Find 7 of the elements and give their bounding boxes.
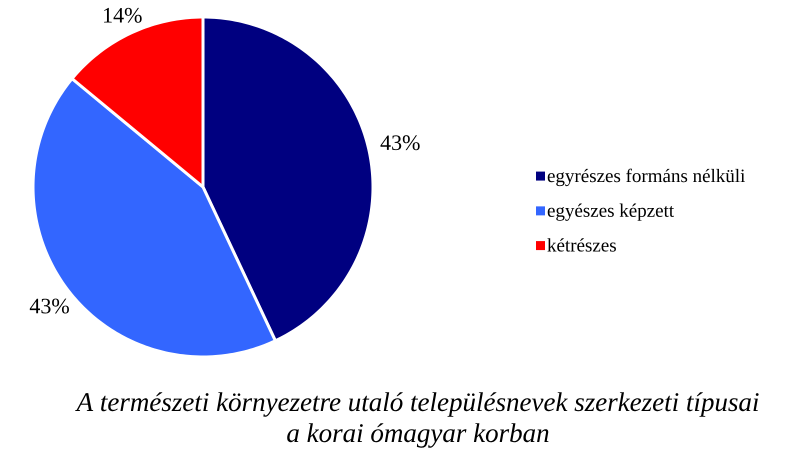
data-label: 43% <box>380 135 420 150</box>
legend-label: kétrészes <box>547 238 616 252</box>
legend-label: egyrészes formáns nélküli <box>548 168 746 186</box>
data-label: 14% <box>104 8 142 23</box>
legend-label: egyészes képzett <box>548 204 674 221</box>
text: A természeti környezetre utaló településnevek szerkezeti típusai a korai ómagyar korban <box>75 392 759 448</box>
data-label: 43% <box>30 298 69 314</box>
